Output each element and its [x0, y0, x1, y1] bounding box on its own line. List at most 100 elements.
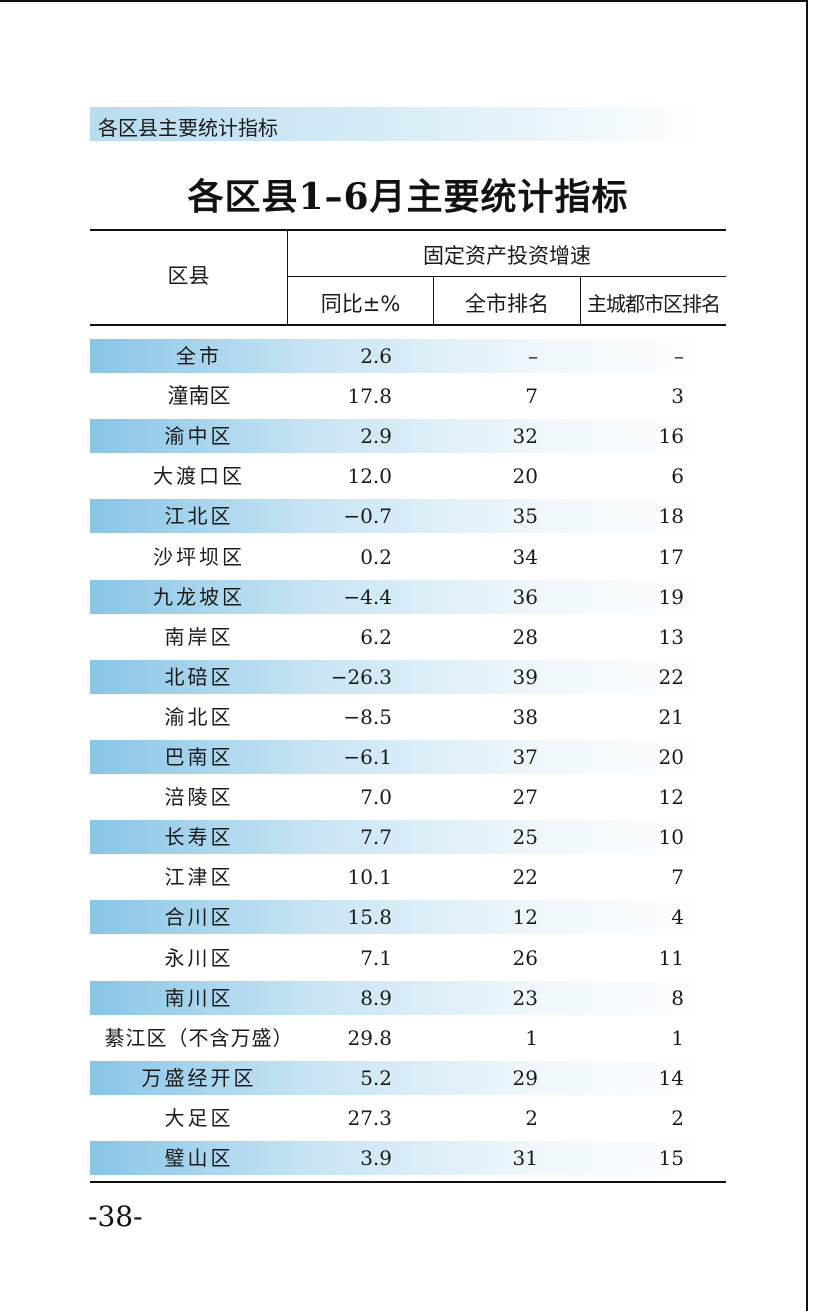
city-rank-cell: –	[528, 344, 538, 368]
yoy-cell: 6.2	[360, 624, 392, 649]
yoy-cell: 27.3	[347, 1105, 392, 1130]
table-row: 永川区 7.1 26 11	[90, 941, 726, 975]
main-rank-cell: 14	[658, 1065, 684, 1090]
main-rank-cell: –	[674, 344, 684, 368]
city-rank-cell: 34	[512, 544, 538, 569]
yoy-cell: 7.7	[360, 825, 392, 850]
district-cell: 沙坪坝区	[153, 544, 245, 569]
district-cell: 渝中区	[164, 424, 234, 449]
district-cell: 北碚区	[164, 664, 234, 689]
main-rank-cell: 17	[658, 544, 684, 569]
yoy-cell: 0.2	[360, 544, 392, 569]
yoy-cell: 8.9	[360, 985, 392, 1010]
yoy-cell: −26.3	[330, 664, 392, 689]
table-row: 万盛经开区 5.2 29 14	[90, 1060, 726, 1095]
main-rank-cell: 18	[658, 504, 684, 529]
main-rank-cell: 11	[658, 945, 684, 970]
city-rank-cell: 27	[512, 785, 538, 810]
yoy-cell: −6.1	[343, 745, 392, 769]
table-row: 涪陵区 7.0 27 12	[90, 780, 726, 814]
table-row: 大足区 27.3 2 2	[90, 1101, 726, 1135]
district-cell: 万盛经开区	[141, 1065, 257, 1090]
district-cell: 巴南区	[164, 745, 234, 769]
table-row: 南岸区 6.2 28 13	[90, 620, 726, 654]
yoy-cell: 5.2	[360, 1065, 392, 1090]
district-cell: 潼南区	[167, 384, 231, 409]
table-row: 綦江区（不含万盛） 29.8 1 1	[90, 1021, 726, 1055]
header-main-rank: 主城都市区排名	[587, 292, 721, 316]
header-yoy: 同比±%	[320, 292, 401, 316]
yoy-cell: 17.8	[347, 384, 392, 409]
main-rank-cell: 19	[658, 584, 684, 609]
table-row: 沙坪坝区 0.2 34 17	[90, 540, 726, 574]
main-rank-cell: 10	[658, 825, 684, 850]
table-row: 江津区 10.1 22 7	[90, 860, 726, 894]
district-cell: 江北区	[164, 504, 234, 529]
main-rank-cell: 21	[658, 704, 684, 729]
table-row: 潼南区 17.8 7 3	[90, 379, 726, 413]
main-rank-cell: 6	[671, 464, 684, 489]
city-rank-cell: 36	[512, 584, 538, 609]
city-rank-cell: 2	[525, 1105, 538, 1130]
yoy-cell: 2.6	[360, 344, 392, 368]
district-cell: 长寿区	[164, 825, 234, 850]
table-row: 渝北区 −8.5 38 21	[90, 700, 726, 734]
table-row: 大渡口区 12.0 20 6	[90, 459, 726, 493]
city-rank-cell: 29	[512, 1065, 538, 1090]
section-banner: 各区县主要统计指标	[90, 107, 710, 141]
city-rank-cell: 26	[512, 945, 538, 970]
city-rank-cell: 38	[512, 704, 538, 729]
district-cell: 永川区	[164, 945, 234, 970]
table-row: 江北区 −0.7 35 18	[90, 499, 726, 534]
section-label: 各区县主要统计指标	[98, 116, 278, 140]
district-cell: 大足区	[164, 1105, 234, 1130]
main-rank-cell: 12	[658, 785, 684, 810]
yoy-cell: 3.9	[360, 1146, 392, 1170]
city-rank-cell: 22	[512, 865, 538, 890]
table-row: 南川区 8.9 23 8	[90, 980, 726, 1015]
page-number: -38-	[88, 1200, 143, 1233]
yoy-cell: 10.1	[347, 865, 392, 890]
main-rank-cell: 22	[658, 664, 684, 689]
yoy-cell: 29.8	[347, 1025, 392, 1050]
header-vline-2	[433, 277, 434, 325]
yoy-cell: 2.9	[360, 424, 392, 449]
district-cell: 全市	[176, 344, 222, 368]
main-rank-cell: 4	[671, 905, 684, 930]
district-cell: 璧山区	[164, 1146, 234, 1170]
district-cell: 江津区	[164, 865, 234, 890]
district-cell: 涪陵区	[164, 785, 234, 810]
city-rank-cell: 20	[512, 464, 538, 489]
header-mid-rule	[288, 276, 726, 277]
table-bottom-rule	[90, 1181, 726, 1183]
district-cell: 綦江区（不含万盛）	[104, 1025, 294, 1050]
header-district: 区县	[167, 264, 210, 288]
table-title: 各区县1–6月主要统计指标	[187, 176, 629, 218]
city-rank-cell: 32	[512, 424, 538, 449]
header-vline-3	[580, 277, 581, 325]
table-row: 长寿区 7.7 25 10	[90, 820, 726, 855]
main-rank-cell: 2	[671, 1105, 684, 1130]
table-row: 璧山区 3.9 31 15	[90, 1141, 726, 1175]
district-cell: 渝北区	[164, 704, 234, 729]
main-rank-cell: 15	[658, 1146, 684, 1170]
table-row: 九龙坡区 −4.4 36 19	[90, 579, 726, 614]
main-rank-cell: 7	[671, 865, 684, 890]
yoy-cell: −4.4	[343, 584, 392, 609]
city-rank-cell: 31	[512, 1146, 538, 1170]
table-row: 北碚区 −26.3 39 22	[90, 659, 726, 694]
main-rank-cell: 16	[658, 424, 684, 449]
table-row: 巴南区 −6.1 37 20	[90, 740, 726, 774]
district-cell: 南川区	[164, 985, 234, 1010]
table-top-rule	[90, 229, 726, 231]
city-rank-cell: 12	[512, 905, 538, 930]
yoy-cell: 12.0	[347, 464, 392, 489]
city-rank-cell: 23	[512, 985, 538, 1010]
city-rank-cell: 28	[512, 624, 538, 649]
header-group: 固定资产投资增速	[423, 244, 591, 268]
city-rank-cell: 25	[512, 825, 538, 850]
table-row: 渝中区 2.9 32 16	[90, 419, 726, 454]
yoy-cell: 15.8	[347, 905, 392, 930]
main-rank-cell: 1	[671, 1025, 684, 1050]
district-cell: 大渡口区	[153, 464, 245, 489]
